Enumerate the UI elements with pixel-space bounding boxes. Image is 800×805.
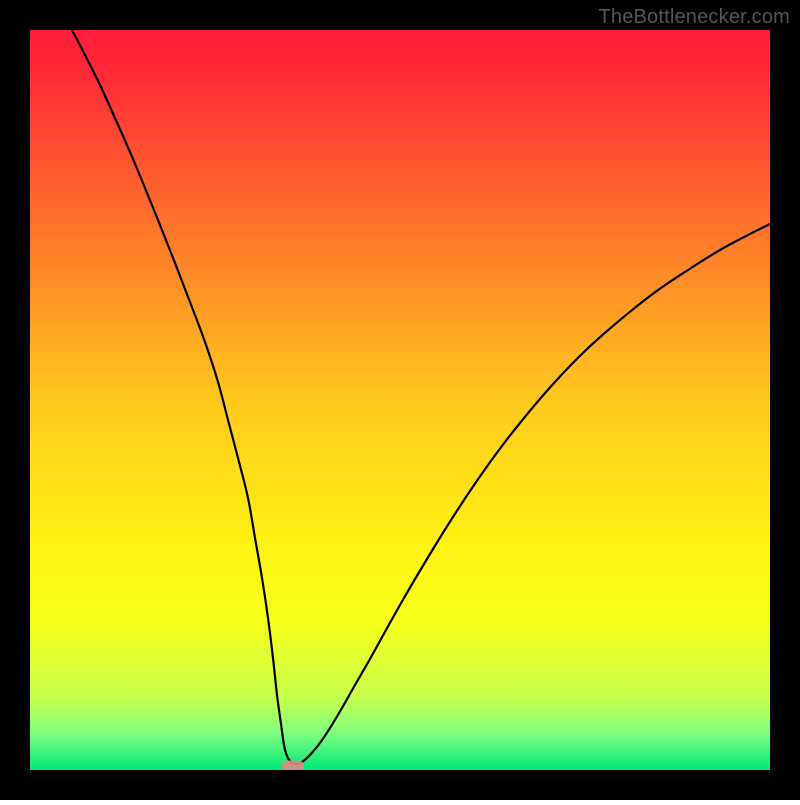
chart-canvas: TheBottlenecker.com xyxy=(0,0,800,800)
watermark-text: TheBottlenecker.com xyxy=(598,6,790,29)
optimal-point-marker xyxy=(282,761,304,772)
plot-background xyxy=(30,30,770,770)
bottleneck-curve-chart xyxy=(0,0,800,800)
